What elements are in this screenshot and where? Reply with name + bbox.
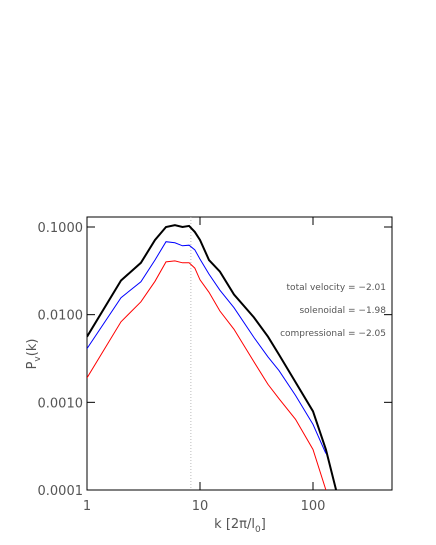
y-tick-label: 0.1000 xyxy=(38,221,84,236)
series-line xyxy=(87,241,327,454)
x-tick-label: 1 xyxy=(83,499,91,514)
series-line xyxy=(87,260,327,490)
annotation: compressional = −2.05 xyxy=(280,329,386,339)
series-line xyxy=(87,224,338,490)
y-axis-label: Pv(k) xyxy=(25,339,43,370)
annotation: solenoidal = −1.98 xyxy=(299,306,386,316)
x-tick-label: 100 xyxy=(301,499,326,514)
x-tick-label: 10 xyxy=(192,499,209,514)
y-tick-label: 0.0010 xyxy=(38,396,84,411)
y-tick-label: 0.0100 xyxy=(38,309,84,324)
y-tick-label: 0.0001 xyxy=(38,484,84,499)
annotation: total velocity = −2.01 xyxy=(287,283,386,293)
plot-frame xyxy=(86,216,393,491)
x-axis-label: k [2π/l0] xyxy=(214,517,266,535)
